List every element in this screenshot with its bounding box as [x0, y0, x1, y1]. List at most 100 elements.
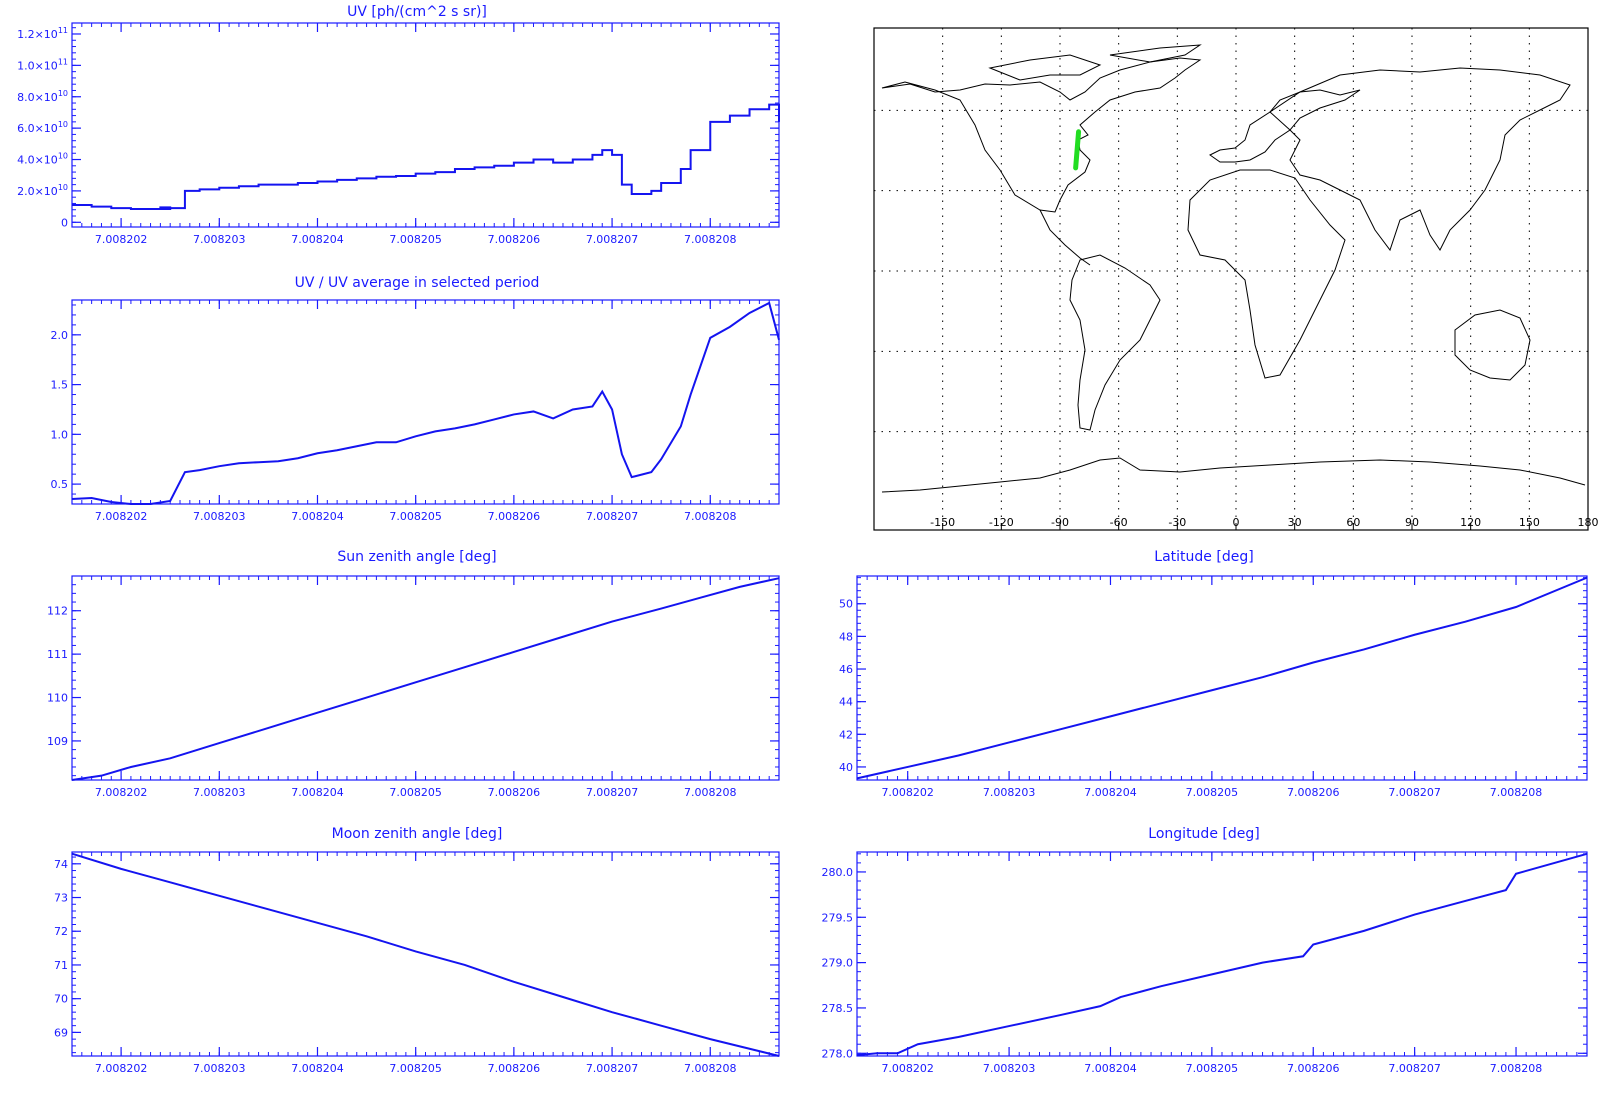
map-gridlines — [874, 28, 1588, 530]
map-lon-tick-label: 0 — [1233, 516, 1240, 529]
mza-y-tick-label: 73 — [54, 892, 68, 905]
coast-central-america — [1039, 209, 1091, 266]
lat-x-tick-label: 7.008207 — [1388, 786, 1441, 799]
coast-antarctica — [881, 457, 1586, 493]
latitude-plot-title: Latitude [deg] — [1154, 549, 1253, 565]
map-frame — [873, 27, 1589, 531]
coast-europe — [1209, 89, 1361, 163]
mza-x-tick-label: 7.008204 — [291, 1062, 344, 1075]
lon-y-tick-label: 278.0 — [822, 1047, 854, 1060]
lon-x-tick-label: 7.008207 — [1388, 1062, 1441, 1075]
mza-y-tick-label: 69 — [54, 1026, 68, 1039]
lon-y-tick-label: 278.5 — [822, 1002, 854, 1015]
coast-africa — [1187, 169, 1346, 379]
sza-y-tick-label: 111 — [47, 648, 68, 661]
uv-y-tick-label: 1.2×1011 — [17, 26, 68, 41]
map-lon-tick-label: 90 — [1405, 516, 1419, 529]
lat-x-tick-label: 7.008204 — [1084, 786, 1137, 799]
uv-x-tick-label: 7.008207 — [586, 233, 639, 246]
coast-arctic-islands — [988, 44, 1202, 81]
uv-ratio-plot-area: 7.008202 7.008203 7.008204 7.008205 7.008206… — [51, 299, 780, 523]
map-lon-tick-label: -60 — [1110, 516, 1128, 529]
world-map: -150 -120 -90 -60 -30 0 30 60 90 120 150 180 — [873, 27, 1599, 531]
ratio-x-tick-label: 7.008204 — [291, 510, 344, 523]
uv-y-tick-label: 2.0×1010 — [17, 183, 68, 198]
uv-y-tick-exponent: 10 — [58, 120, 68, 129]
map-lon-tick-label: 60 — [1346, 516, 1360, 529]
ratio-x-tick-label: 7.008208 — [684, 510, 737, 523]
lat-y-tick-label: 48 — [839, 630, 853, 643]
uv-axes-frame — [71, 22, 780, 228]
lon-y-tick-label: 279.5 — [822, 911, 854, 924]
uv-x-tick-label: 7.008206 — [488, 233, 541, 246]
sza-x-tick-label: 7.008207 — [586, 786, 639, 799]
latitude-plot: Latitude [deg] 7.008202 7.008203 7.008204 7… — [839, 549, 1588, 799]
mza-x-tick-label: 7.008208 — [684, 1062, 737, 1075]
longitude-plot-area: 7.008202 7.008203 7.008204 7.008205 7.008206… — [822, 851, 1588, 1075]
map-lon-tick-label: 150 — [1519, 516, 1540, 529]
uv-y-tick-exponent: 10 — [58, 89, 68, 98]
map-lon-tick-label: 180 — [1578, 516, 1599, 529]
ratio-x-tick-label: 7.008206 — [488, 510, 541, 523]
coast-asia — [1269, 67, 1571, 252]
moon-zenith-plot-area: 7.008202 7.008203 7.008204 7.008205 7.008206… — [54, 851, 780, 1075]
uv-y-tick-label: 4.0×1010 — [17, 152, 68, 167]
mza-x-tick-label: 7.008207 — [586, 1062, 639, 1075]
uv-plot-area: 7.008202 7.008203 7.008204 7.008205 7.008206… — [17, 22, 780, 246]
sza-axes-frame — [71, 575, 780, 781]
uv-y-tick-label: 0 — [61, 216, 68, 229]
uv-ratio-plot-title: UV / UV average in selected period — [295, 275, 540, 291]
mza-x-tick-label: 7.008202 — [95, 1062, 148, 1075]
lon-y-tick-label: 279.0 — [822, 957, 854, 970]
sza-x-tick-label: 7.008202 — [95, 786, 148, 799]
lat-x-tick-label: 7.008206 — [1287, 786, 1340, 799]
lon-x-tick-label: 7.008206 — [1287, 1062, 1340, 1075]
lat-y-tick-label: 44 — [839, 696, 853, 709]
ratio-x-tick-label: 7.008207 — [586, 510, 639, 523]
moon-zenith-plot-title: Moon zenith angle [deg] — [332, 826, 503, 842]
uv-y-tick-label: 1.0×1011 — [17, 57, 68, 72]
sza-y-tick-label: 112 — [47, 605, 68, 618]
lat-x-tick-label: 7.008205 — [1186, 786, 1239, 799]
uv-y-tick-exponent: 11 — [58, 26, 68, 35]
uv-y-tick-exponent: 10 — [58, 152, 68, 161]
lat-y-tick-label: 40 — [839, 761, 853, 774]
uv-plot-title: UV [ph/(cm^2 s sr)] — [347, 4, 487, 20]
mza-y-tick-label: 70 — [54, 993, 68, 1006]
sza-series-line — [71, 577, 780, 781]
mza-y-tick-label: 72 — [54, 925, 68, 938]
sza-x-tick-label: 7.008203 — [193, 786, 246, 799]
satellite-track — [1073, 129, 1082, 171]
ratio-x-tick-label: 7.008203 — [193, 510, 246, 523]
lat-y-tick-label: 50 — [839, 598, 853, 611]
ratio-x-tick-label: 7.008205 — [389, 510, 442, 523]
moon-zenith-plot: Moon zenith angle [deg] 7.008202 7.008203… — [54, 826, 780, 1075]
map-lon-tick-label: 120 — [1460, 516, 1481, 529]
sun-zenith-plot-title: Sun zenith angle [deg] — [337, 549, 496, 565]
sza-y-tick-label: 110 — [47, 692, 68, 705]
uv-y-tick-label: 8.0×1010 — [17, 89, 68, 104]
map-lon-tick-label: 30 — [1288, 516, 1302, 529]
lon-x-tick-label: 7.008208 — [1490, 1062, 1543, 1075]
lat-x-tick-label: 7.008203 — [983, 786, 1036, 799]
ratio-y-tick-label: 1.5 — [51, 379, 69, 392]
mza-y-tick-label: 71 — [54, 959, 68, 972]
uv-y-tick-exponent: 10 — [58, 183, 68, 192]
map-lon-tick-label: -120 — [989, 516, 1014, 529]
ratio-axes-frame — [71, 299, 780, 505]
coast-north-america — [881, 57, 1202, 213]
sza-y-tick-label: 109 — [47, 735, 68, 748]
ratio-y-tick-label: 1.0 — [51, 428, 69, 441]
mza-series-line — [71, 852, 780, 1057]
map-longitude-ticks: -150 -120 -90 -60 -30 0 30 60 90 120 150 180 — [930, 516, 1599, 530]
map-lon-tick-label: -90 — [1051, 516, 1069, 529]
lat-x-tick-label: 7.008208 — [1490, 786, 1543, 799]
uv-x-tick-label: 7.008202 — [95, 233, 148, 246]
lon-x-tick-label: 7.008203 — [983, 1062, 1036, 1075]
uv-ratio-plot: UV / UV average in selected period 7.008… — [51, 275, 780, 523]
uv-x-tick-label: 7.008208 — [684, 233, 737, 246]
mza-x-tick-label: 7.008206 — [488, 1062, 541, 1075]
uv-y-tick-exponent: 11 — [58, 57, 68, 66]
ratio-series-line — [71, 301, 780, 505]
map-lon-tick-label: -30 — [1168, 516, 1186, 529]
